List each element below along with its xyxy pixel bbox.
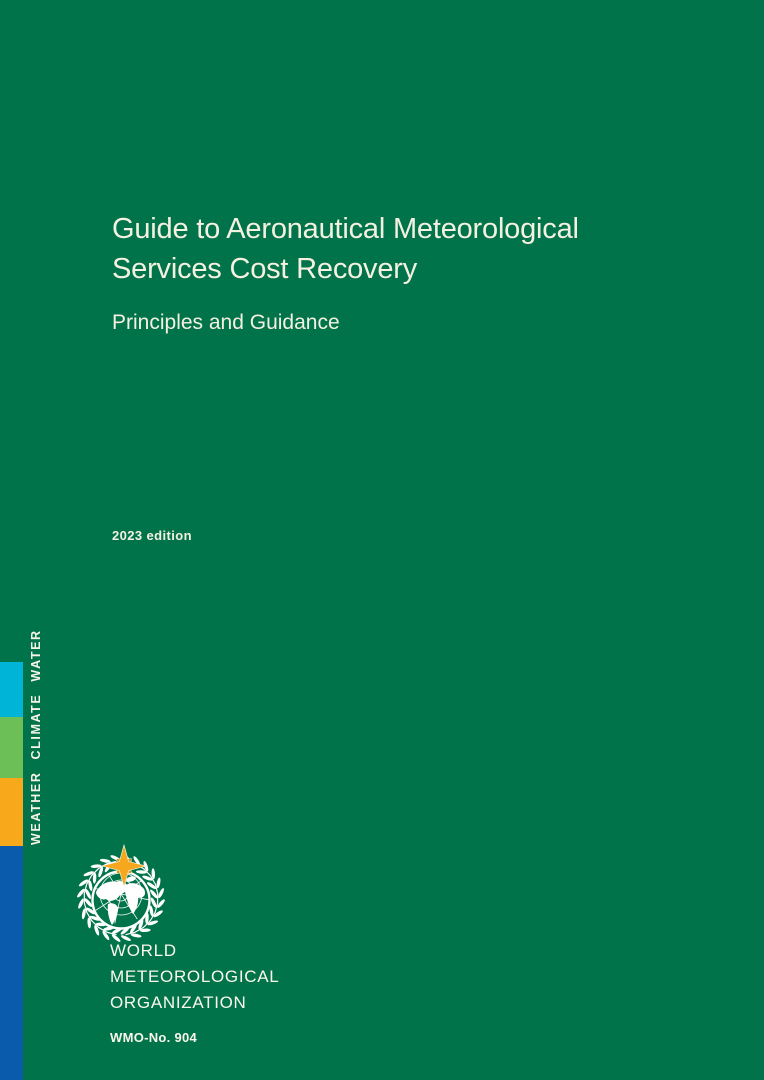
publication-subtitle: Principles and Guidance bbox=[112, 311, 340, 334]
publication-title: Guide to Aeronautical Meteorological Ser… bbox=[112, 209, 672, 289]
stripe-orange bbox=[0, 778, 23, 846]
title-line-2: Services Cost Recovery bbox=[112, 253, 418, 285]
publication-number: WMO-No. 904 bbox=[110, 1030, 198, 1045]
stripe-green bbox=[0, 717, 23, 778]
title-block: Guide to Aeronautical Meteorological Ser… bbox=[112, 209, 672, 336]
org-line-1: WORLD bbox=[110, 941, 177, 960]
laurel-wreath-icon bbox=[77, 854, 165, 942]
continent-north-america bbox=[96, 880, 129, 901]
continent-south-america bbox=[107, 903, 118, 925]
org-line-3: ORGANIZATION bbox=[110, 993, 247, 1012]
org-line-2: METEOROLOGICAL bbox=[110, 967, 280, 986]
title-line-1: Guide to Aeronautical Meteorological bbox=[112, 213, 579, 245]
edition-label: 2023 edition bbox=[112, 528, 192, 543]
wmo-logo bbox=[77, 843, 165, 942]
continent-africa-eurasia bbox=[125, 883, 146, 914]
stripe-blue bbox=[0, 846, 23, 1080]
organization-name: WORLD METEOROLOGICAL ORGANIZATION bbox=[110, 938, 279, 1016]
continent-north-land bbox=[126, 876, 136, 882]
stripe-cyan bbox=[0, 662, 23, 717]
compass-star-icon bbox=[100, 843, 148, 889]
tagline-vertical: WEATHER CLIMATE WATER bbox=[29, 629, 43, 845]
brand-stripes bbox=[0, 662, 23, 1080]
globe-icon bbox=[91, 870, 151, 930]
